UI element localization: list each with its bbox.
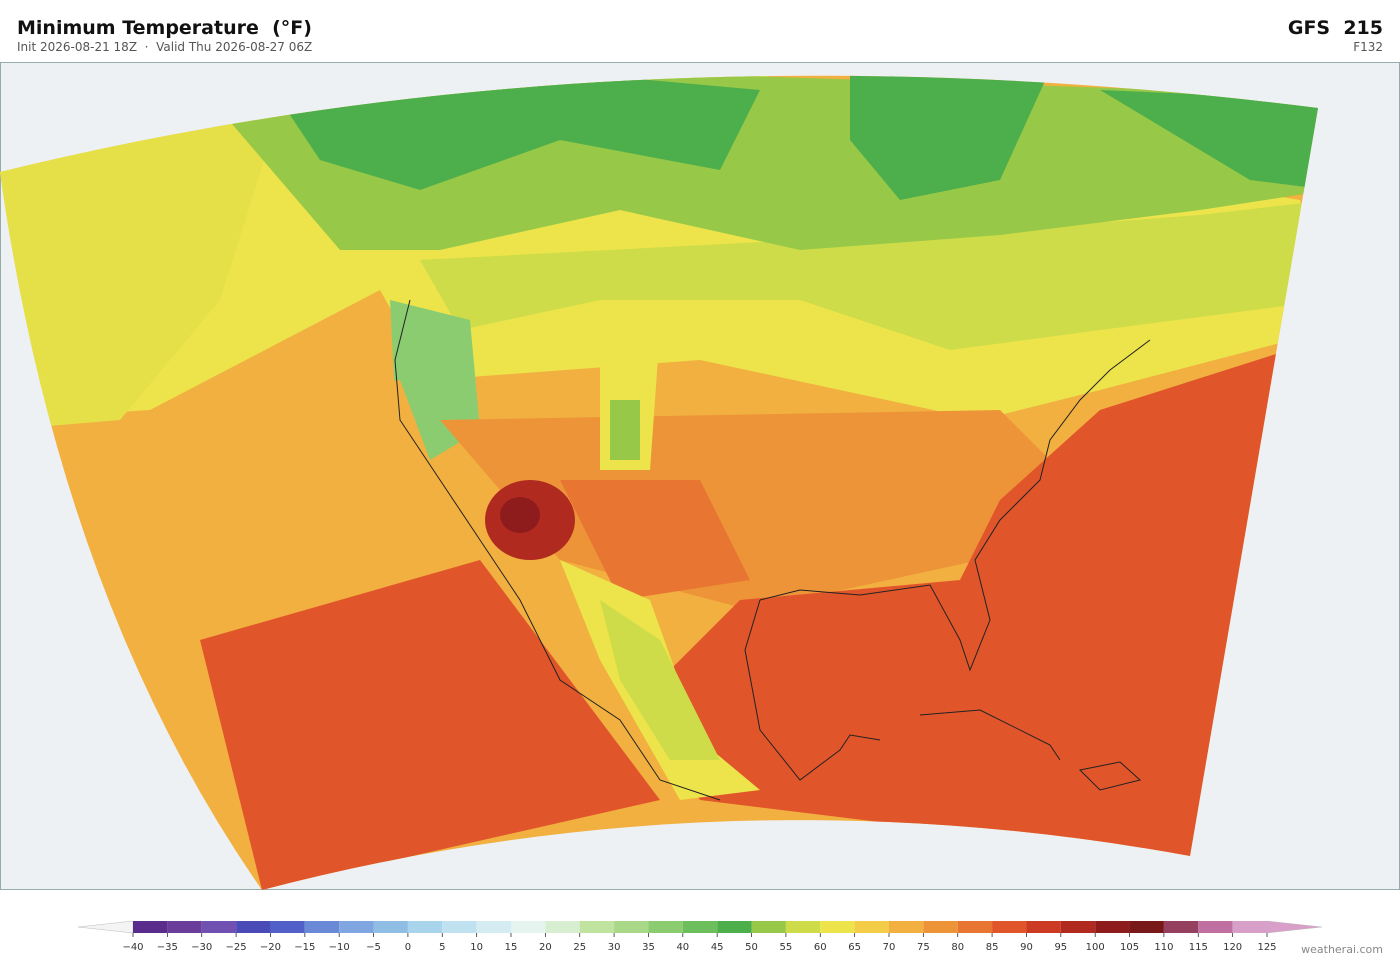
color-bin <box>1060 921 1096 933</box>
tick-label: 0 <box>405 942 411 953</box>
tick-label: 100 <box>1086 942 1105 953</box>
color-bin <box>957 921 993 933</box>
tick-label: 105 <box>1120 942 1139 953</box>
tick-label: −10 <box>329 942 350 953</box>
color-bin <box>167 921 202 933</box>
model-label: GFS 215 <box>1288 17 1383 39</box>
tick-label: 30 <box>608 942 621 953</box>
color-bin <box>751 921 786 933</box>
tick-label: 60 <box>814 942 827 953</box>
subtitle: Init 2026-08-21 18Z · Valid Thu 2026-08-… <box>17 40 312 54</box>
under-extension <box>77 920 134 934</box>
tick-label: −5 <box>366 942 381 953</box>
tick-label: −30 <box>191 942 212 953</box>
color-bin <box>648 921 683 933</box>
tick-label: 5 <box>439 942 445 953</box>
color-bin <box>854 921 889 933</box>
color-bin <box>1232 921 1267 933</box>
color-bin <box>614 921 649 933</box>
tick-label: 45 <box>711 942 724 953</box>
tick-label: 40 <box>676 942 689 953</box>
tick-label: 25 <box>573 942 586 953</box>
tick-label: 95 <box>1054 942 1067 953</box>
color-bin <box>717 921 752 933</box>
tick-label: 65 <box>848 942 861 953</box>
tick-label: 70 <box>883 942 896 953</box>
color-bin <box>820 921 855 933</box>
color-bin <box>133 921 168 933</box>
temperature-field <box>0 75 1318 890</box>
color-bin <box>1129 921 1164 933</box>
tick-label: 90 <box>1020 942 1033 953</box>
tick-label: −15 <box>294 942 315 953</box>
tick-label: 15 <box>505 942 518 953</box>
title: Minimum Temperature (°F) <box>17 17 312 39</box>
color-bin <box>201 921 237 933</box>
color-bin <box>579 921 615 933</box>
color-bin <box>236 921 271 933</box>
color-bin <box>785 921 821 933</box>
over-extension <box>1266 920 1323 934</box>
tick-label: 80 <box>951 942 964 953</box>
coastlines <box>394 299 1151 801</box>
color-bin <box>1095 921 1130 933</box>
forecast-hour: F132 <box>1353 40 1383 54</box>
tick-label: 20 <box>539 942 552 953</box>
color-bin <box>407 921 443 933</box>
color-bin <box>511 921 546 933</box>
color-bin <box>476 921 511 933</box>
tick-label: 120 <box>1223 942 1242 953</box>
color-bin <box>923 921 958 933</box>
color-bin <box>545 921 580 933</box>
color-bin <box>889 921 924 933</box>
color-bin <box>992 921 1027 933</box>
tick-label: −40 <box>122 942 143 953</box>
color-bin <box>373 921 408 933</box>
tick-label: 115 <box>1189 942 1208 953</box>
tick-label: 110 <box>1154 942 1173 953</box>
color-bin <box>1026 921 1061 933</box>
tick-label: −20 <box>260 942 281 953</box>
color-bin <box>270 921 305 933</box>
tick-label: 35 <box>642 942 655 953</box>
credit: weatherai.com <box>1301 943 1383 956</box>
color-bin <box>1163 921 1199 933</box>
colorbar: −40 −35 −30 −25 −20 −15 −10 −5 0 5 10 15 20 25 30 35 40 4… <box>77 920 1323 953</box>
tick-label: 50 <box>745 942 758 953</box>
tick-label: 75 <box>917 942 930 953</box>
tick-label: 55 <box>780 942 793 953</box>
color-bin <box>1198 921 1233 933</box>
tick-label: −35 <box>157 942 178 953</box>
tick-label: 10 <box>470 942 483 953</box>
color-bin <box>682 921 718 933</box>
tick-label: 85 <box>986 942 999 953</box>
color-bin <box>304 921 340 933</box>
tick-label: −25 <box>226 942 247 953</box>
color-bin <box>442 921 477 933</box>
color-bin <box>339 921 374 933</box>
tick-label: 125 <box>1257 942 1276 953</box>
